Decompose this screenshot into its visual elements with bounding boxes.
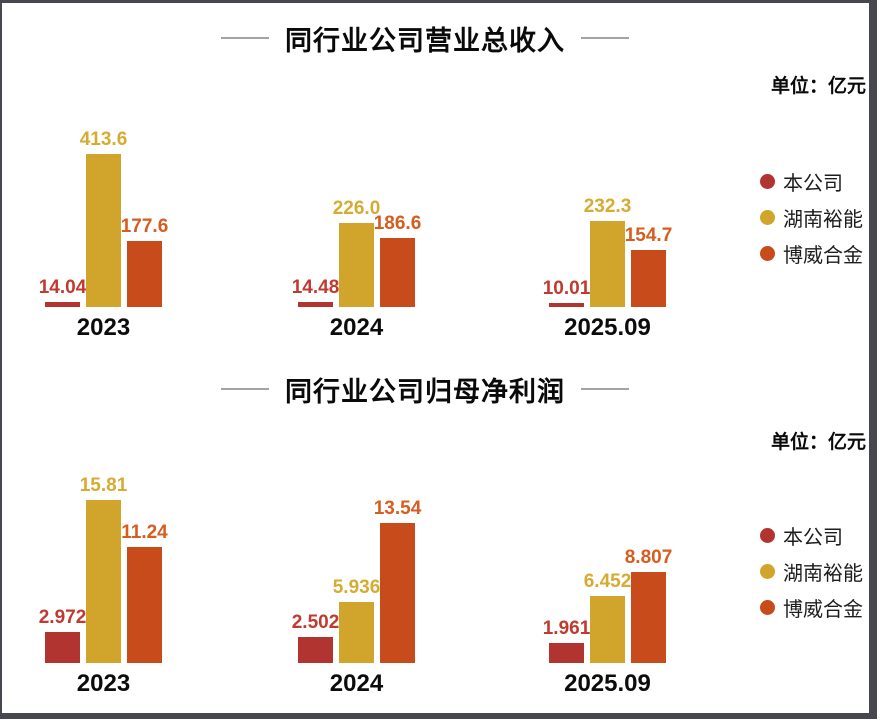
bar-湖南裕能-2025.09: 6.452 [584, 571, 631, 663]
title-dash-right [581, 37, 629, 39]
title-dash-left [221, 388, 269, 390]
bar-group-2023: 14.04 413.6 177.6 [39, 0, 168, 307]
category-label-2023: 2023 [76, 314, 131, 341]
category-label-2024: 2024 [329, 670, 384, 697]
legend-label: 湖南裕能 [783, 208, 863, 231]
category-label-2024: 2024 [329, 314, 384, 341]
bar-湖南裕能-2024: 226.0 [333, 198, 380, 307]
legend-label: 博威合金 [783, 244, 863, 267]
legend-label: 湖南裕能 [783, 562, 863, 585]
bar-value-label: 15.81 [79, 475, 128, 496]
bar-本公司-2024: 2.502 [292, 612, 339, 663]
bar-value-label: 2.502 [291, 612, 340, 633]
legend-dot-icon [760, 245, 775, 261]
legend-label: 本公司 [783, 526, 843, 549]
legend-dot-icon [760, 173, 775, 189]
legend-revenue: 本公司湖南裕能博威合金 [760, 170, 863, 267]
bar-本公司-2025.09: 10.01 [543, 278, 590, 307]
bar-value-label: 10.01 [542, 278, 591, 299]
bar-value-label: 13.54 [373, 498, 422, 519]
bar-湖南裕能-2025.09: 232.3 [584, 196, 631, 307]
bar-group-2024: 14.48 226.0 186.6 [292, 0, 421, 307]
bar-博威合金-2025.09: 8.807 [625, 547, 672, 663]
legend-profit: 本公司湖南裕能博威合金 [760, 524, 863, 621]
legend-item-本公司: 本公司 [760, 170, 863, 195]
bar-group-2024: 2.502 5.936 13.54 [292, 0, 421, 663]
title-dash-left [221, 37, 269, 39]
legend-dot-icon [760, 527, 775, 543]
legend-dot-icon [760, 209, 775, 225]
bar-value-label: 14.48 [291, 277, 340, 298]
bar-湖南裕能-2024: 5.936 [333, 577, 380, 663]
bar-value-label: 14.04 [38, 277, 87, 298]
legend-item-本公司: 本公司 [760, 524, 863, 549]
chart-profit-title: 同行业公司归母净利润 [0, 371, 850, 407]
bar-博威合金-2024: 186.6 [374, 213, 421, 307]
bar-博威合金-2023: 11.24 [121, 522, 168, 663]
bar-value-label: 5.936 [332, 577, 381, 598]
unit-label: 单位：亿元 [770, 432, 866, 453]
bar-本公司-2023: 2.972 [39, 607, 86, 663]
legend-label: 本公司 [783, 172, 843, 195]
chart-revenue-title: 同行业公司营业总收入 [0, 20, 850, 56]
bar-本公司-2023: 14.04 [39, 277, 86, 307]
legend-item-湖南裕能: 湖南裕能 [760, 206, 863, 231]
bar-value-label: 226.0 [332, 198, 381, 219]
legend-item-博威合金: 博威合金 [760, 596, 863, 621]
bar-湖南裕能-2023: 413.6 [80, 129, 127, 307]
legend-dot-icon [760, 599, 775, 615]
category-label-2023: 2023 [76, 670, 131, 697]
bar-group-2025.09: 10.01 232.3 154.7 [543, 0, 672, 307]
bar-value-label: 413.6 [79, 129, 128, 150]
legend-label: 博威合金 [783, 598, 863, 621]
unit-label: 单位：亿元 [770, 76, 866, 97]
bar-博威合金-2024: 13.54 [374, 498, 421, 663]
chart-title-text: 同行业公司营业总收入 [285, 25, 565, 56]
bar-本公司-2024: 14.48 [292, 277, 339, 307]
bar-湖南裕能-2023: 15.81 [80, 475, 127, 663]
legend-dot-icon [760, 563, 775, 579]
bar-value-label: 177.6 [120, 216, 169, 237]
bar-value-label: 232.3 [583, 196, 632, 217]
bar-value-label: 154.7 [624, 225, 673, 246]
legend-item-博威合金: 博威合金 [760, 242, 863, 267]
category-label-2025.09: 2025.09 [564, 670, 651, 697]
bar-group-2023: 2.972 15.81 11.24 [39, 0, 168, 663]
bar-value-label: 6.452 [583, 571, 632, 592]
title-dash-right [581, 388, 629, 390]
bar-value-label: 1.961 [542, 618, 591, 639]
bar-博威合金-2025.09: 154.7 [625, 225, 672, 307]
bar-value-label: 11.24 [121, 522, 168, 543]
bar-group-2025.09: 1.961 6.452 8.807 [543, 0, 672, 663]
bar-value-label: 8.807 [624, 547, 673, 568]
bar-value-label: 186.6 [373, 213, 422, 234]
chart-title-text: 同行业公司归母净利润 [285, 376, 565, 407]
legend-item-湖南裕能: 湖南裕能 [760, 560, 863, 585]
category-label-2025.09: 2025.09 [564, 314, 651, 341]
bar-博威合金-2023: 177.6 [121, 216, 168, 307]
bar-value-label: 2.972 [38, 607, 87, 628]
bar-本公司-2025.09: 1.961 [543, 618, 590, 663]
